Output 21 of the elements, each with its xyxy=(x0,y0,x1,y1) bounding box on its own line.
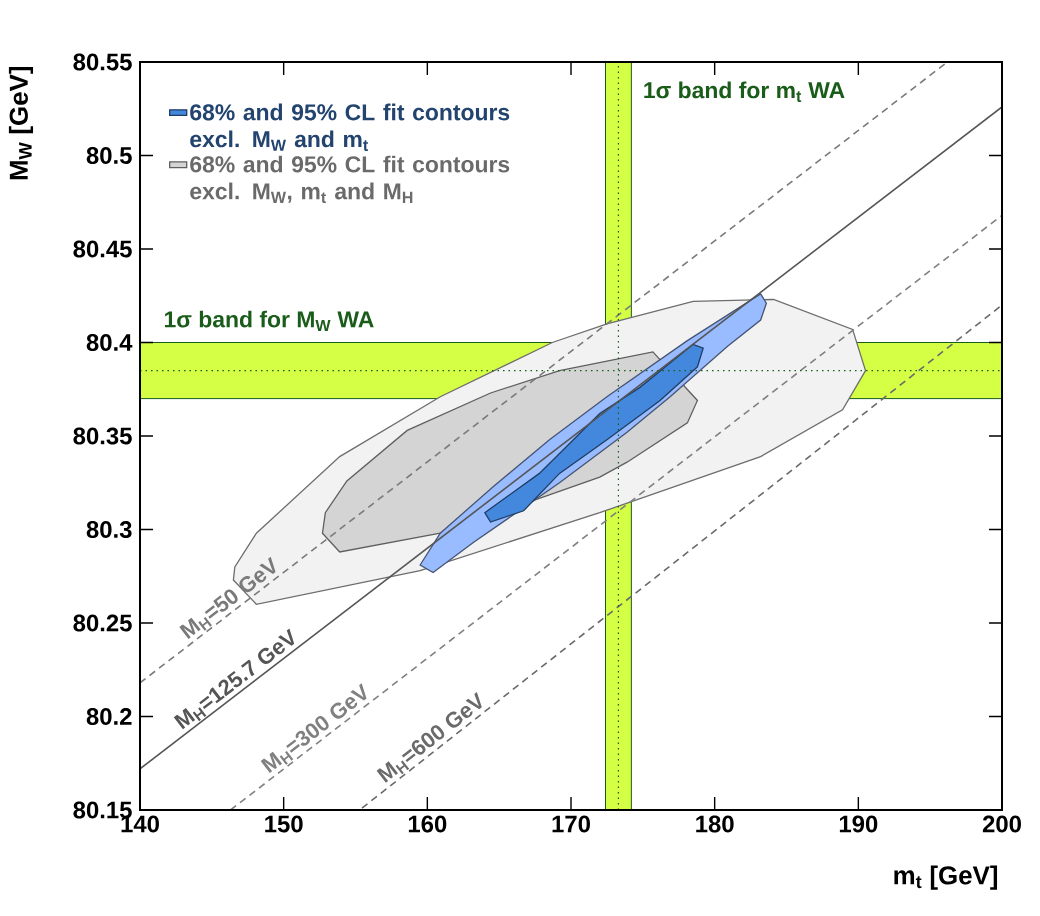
y-tick-label: 80.25 xyxy=(73,614,132,632)
x-tick-label: 170 xyxy=(552,815,590,833)
x-axis-title: m$_{t}$ [GeV] xyxy=(894,865,998,890)
text: M$_{H}$=50 GeV xyxy=(179,556,276,639)
x-tick-label: 160 xyxy=(408,815,447,833)
x-tick-label: 200 xyxy=(982,815,1021,833)
legend-label: 68% and 95% CL fit contours excl. M$_{W}$, m$_{t}$ and M$_{H}$ xyxy=(190,155,510,204)
band-label: 1σ band for m$_{t}$ WA xyxy=(644,81,845,102)
y-tick-label: 80.35 xyxy=(73,427,132,445)
y-tick-label: 80.2 xyxy=(86,708,132,725)
y-tick-label: 80.5 xyxy=(86,147,132,164)
y-tick-label: 80.45 xyxy=(73,240,132,258)
legend-label: 68% and 95% CL fit contours excl. M$_{W}$ and m$_{t}$ xyxy=(190,103,510,151)
y-tick-label: 80.55 xyxy=(73,53,132,71)
y-tick-label: 80.4 xyxy=(86,334,133,351)
x-tick-label: 190 xyxy=(839,815,878,833)
x-tick-label: 180 xyxy=(696,815,734,833)
y-tick-label: 80.3 xyxy=(86,521,132,538)
x-tick-label: 150 xyxy=(265,815,303,833)
band-label: 1σ band for M$_{W}$ WA xyxy=(164,310,374,331)
y-axis-title: M$_{W}$ [GeV] xyxy=(8,66,34,180)
